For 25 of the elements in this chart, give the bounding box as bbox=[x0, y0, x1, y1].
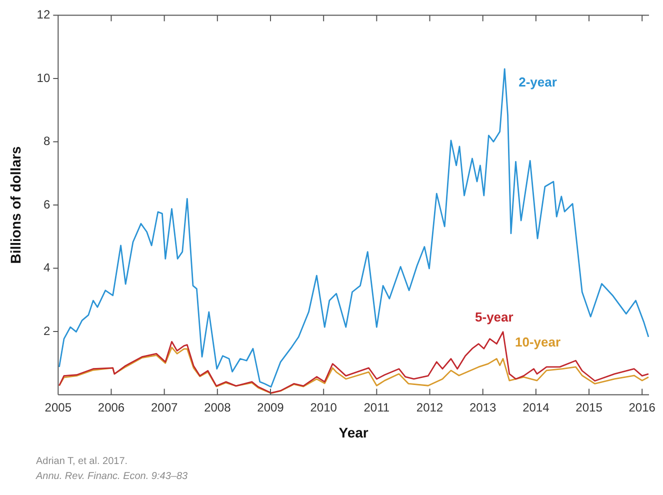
y-tick-label: 4 bbox=[43, 260, 50, 275]
x-tick-label: 2008 bbox=[204, 400, 232, 414]
x-tick-label: 2016 bbox=[628, 400, 656, 414]
text: Adrian T, et al. 2017. bbox=[36, 455, 129, 469]
text: Annu. Rev. Financ. Econ. 9:43–83 bbox=[36, 470, 188, 484]
x-tick-label: 2013 bbox=[469, 400, 497, 414]
x-tick-label: 2006 bbox=[98, 400, 125, 414]
y-tick-label: 12 bbox=[36, 8, 50, 22]
y-tick-label: 6 bbox=[43, 197, 50, 212]
x-tick-label: 2009 bbox=[257, 400, 284, 414]
x-tick-label: 2007 bbox=[150, 400, 178, 414]
series-label: 5-year bbox=[475, 309, 514, 324]
series-label: 2-year bbox=[518, 74, 557, 90]
x-tick-label: 2011 bbox=[364, 400, 390, 414]
y-axis-title: Billions of dollars bbox=[7, 146, 24, 264]
x-tick-label: 2005 bbox=[44, 400, 72, 414]
y-tick-label: 8 bbox=[43, 134, 50, 148]
y-tick-label: 2 bbox=[43, 324, 50, 338]
x-tick-label: 2015 bbox=[576, 400, 603, 414]
x-tick-label: 2012 bbox=[416, 400, 444, 414]
series-label: 10-year bbox=[515, 334, 561, 350]
x-axis-title: Year bbox=[338, 424, 369, 440]
y-tick-label: 10 bbox=[36, 70, 50, 85]
x-tick-label: 2014 bbox=[522, 400, 550, 414]
x-tick-label: 2010 bbox=[310, 400, 338, 414]
